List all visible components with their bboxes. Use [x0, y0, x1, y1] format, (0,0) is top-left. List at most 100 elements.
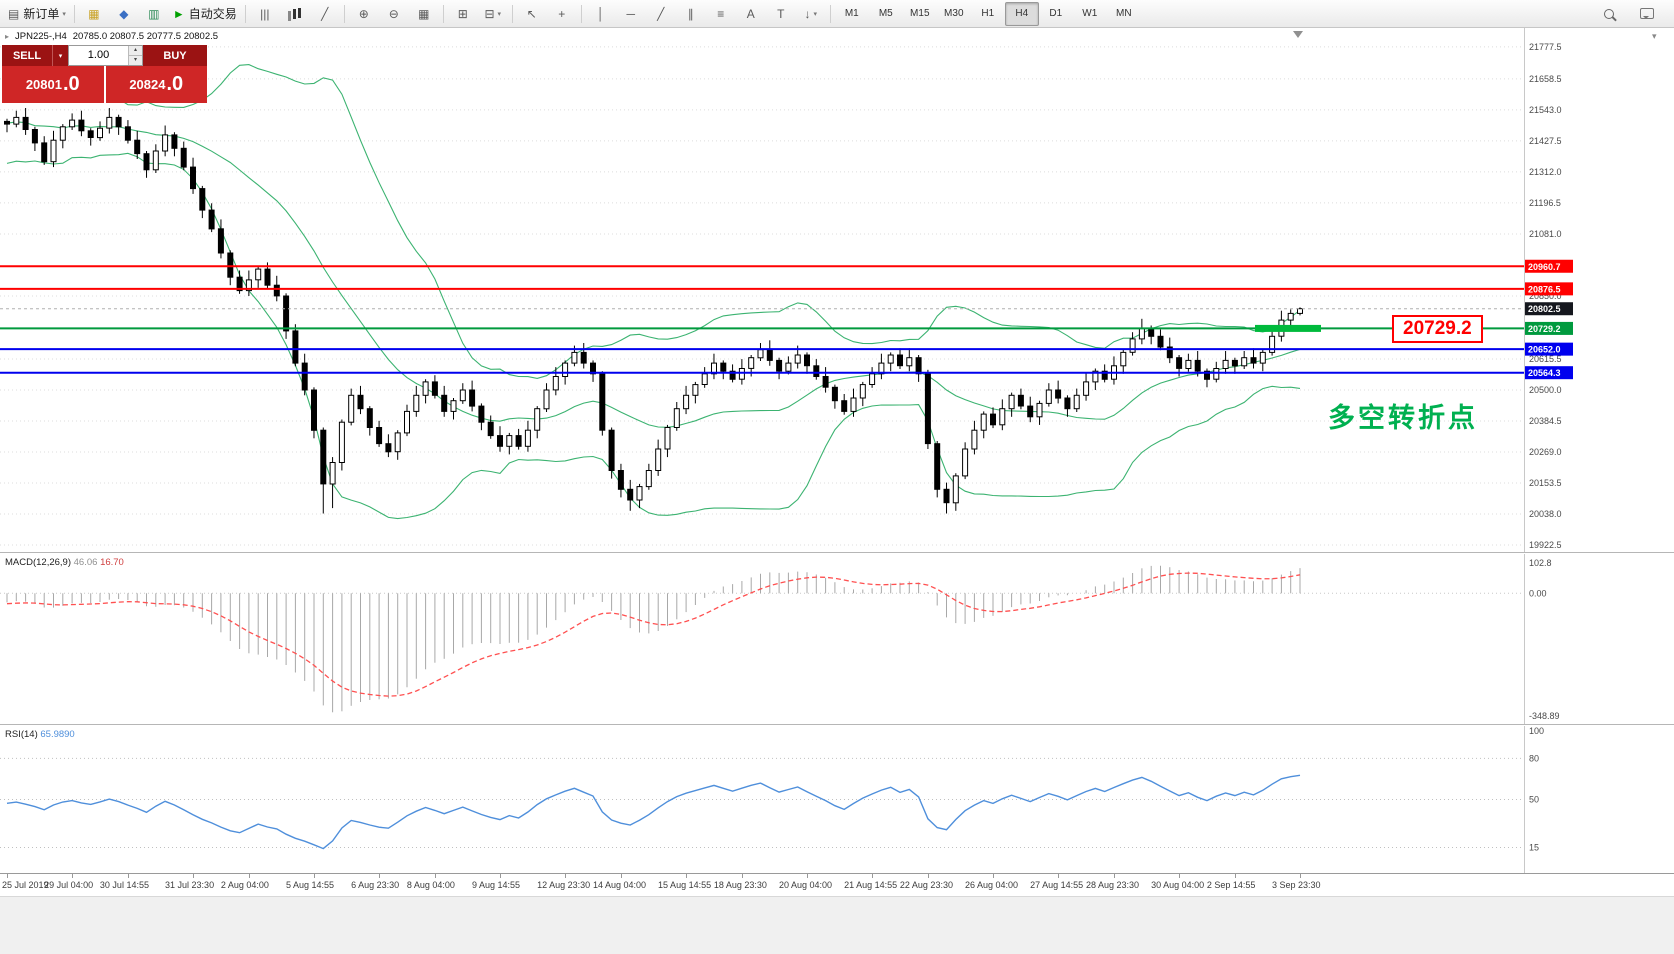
timeframe-mn-button[interactable]: MN — [1107, 2, 1141, 26]
market-watch-button[interactable]: ▦ — [79, 2, 109, 26]
svg-text:20960.7: 20960.7 — [1528, 262, 1561, 272]
vline-icon: │ — [597, 6, 605, 21]
svg-text:21427.5: 21427.5 — [1529, 136, 1562, 146]
time-label: 27 Aug 14:55 — [1030, 880, 1084, 890]
chart-symbol-info: ▸ JPN225-,H4 20785.0 20807.5 20777.5 208… — [5, 31, 218, 42]
time-label: 26 Aug 04:00 — [965, 880, 1019, 890]
cursor-button[interactable]: ↖ — [517, 2, 547, 26]
terminal-button[interactable]: ▥ — [139, 2, 169, 26]
macd-name: MACD(12,26,9) — [5, 557, 71, 568]
timeframe-d1-button[interactable]: D1 — [1039, 2, 1073, 26]
pane-separator[interactable] — [0, 724, 1674, 726]
candles-icon — [293, 8, 297, 19]
grid-button[interactable]: ▦ — [409, 2, 439, 26]
svg-text:20384.5: 20384.5 — [1529, 416, 1562, 426]
text-label-button[interactable]: T — [766, 2, 796, 26]
svg-text:-348.89: -348.89 — [1529, 711, 1560, 721]
timeframe-w1-button[interactable]: W1 — [1073, 2, 1107, 26]
svg-text:20850.0: 20850.0 — [1529, 291, 1562, 301]
pane-separator[interactable] — [0, 552, 1674, 554]
time-tick — [1300, 874, 1301, 878]
price-chart[interactable]: 21777.5 21658.5 21543.0 21427.5 21312.0 21196… — [0, 28, 1674, 552]
crosshair-button[interactable]: + — [547, 2, 577, 26]
svg-text:20652.0: 20652.0 — [1528, 345, 1561, 355]
buy-price[interactable]: 20824.0 — [129, 73, 184, 95]
new-order-button[interactable]: ▤ 新订单 ▾ — [4, 2, 70, 26]
chat-button[interactable] — [1632, 2, 1662, 26]
fibonacci-button[interactable]: ≡ — [706, 2, 736, 26]
timeframe-m5-button[interactable]: M5 — [869, 2, 903, 26]
dropdown-icon: ▾ — [813, 10, 818, 18]
rsi-pane[interactable]: 100 80 50 15 — [0, 726, 1674, 873]
grid-icon: ▦ — [418, 6, 430, 21]
time-axis: 25 Jul 2019 29 Jul 04:00 30 Jul 14:55 31 Ju… — [0, 874, 1674, 896]
sell-button[interactable]: SELL — [2, 45, 52, 66]
arrows-button[interactable]: ↓ ▾ — [796, 2, 826, 26]
time-tick — [500, 874, 501, 878]
sell-price[interactable]: 20801.0 — [2, 66, 106, 103]
svg-text:50: 50 — [1529, 795, 1539, 805]
search-button[interactable] — [1594, 2, 1624, 26]
svg-text:0.00: 0.00 — [1529, 588, 1547, 598]
time-label: 30 Jul 14:55 — [99, 880, 149, 890]
trendline-button[interactable]: ╱ — [646, 2, 676, 26]
svg-text:100: 100 — [1529, 726, 1544, 736]
time-tick — [127, 874, 129, 878]
win-icon: ⊟ — [484, 6, 495, 21]
volume-stepper[interactable]: ▴ ▾ — [128, 46, 142, 65]
timeframe-m15-button[interactable]: M15 — [903, 2, 937, 26]
timeframe-h1-button[interactable]: H1 — [971, 2, 1005, 26]
svg-text:19922.5: 19922.5 — [1529, 540, 1562, 550]
ticket-icon: ▤ — [8, 6, 20, 21]
time-tick — [72, 874, 74, 878]
time-label: 6 Aug 23:30 — [351, 880, 400, 890]
pane-separator[interactable] — [0, 873, 1674, 874]
toolbar: ▤ 新订单 ▾ ▦ ◆ ▥ ► 自动交易 ||| ╱ ⊕ ⊖ ▦ ⊞ ⊟ ▾ ↖ + │ ─ ╱ ∥ ≡ A T ↓ ▾ M1 M5 M1… — [0, 0, 1674, 28]
time-tick — [313, 874, 315, 878]
svg-text:20564.3: 20564.3 — [1528, 368, 1561, 378]
text-icon: A — [746, 6, 755, 21]
new-chart-button[interactable]: ⊟ ▾ — [478, 2, 508, 26]
chinese-annotation[interactable]: 多空转折点 — [1328, 403, 1478, 433]
chart-scroll-marker-icon[interactable]: ▾ — [1652, 31, 1657, 41]
price-annotation[interactable]: 20729.2 — [1392, 315, 1483, 343]
timeframe-m1-button[interactable]: M1 — [835, 2, 869, 26]
svg-text:21312.0: 21312.0 — [1529, 167, 1562, 177]
buy-button[interactable]: BUY — [143, 45, 207, 66]
svg-text:20500.0: 20500.0 — [1529, 385, 1562, 395]
svg-text:21658.5: 21658.5 — [1529, 74, 1562, 84]
line-icon: ╱ — [321, 6, 329, 21]
autotrading-button[interactable]: ► 自动交易 — [169, 2, 241, 26]
tile-windows-button[interactable]: ⊞ — [448, 2, 478, 26]
time-tick — [927, 874, 929, 878]
time-tick — [806, 874, 808, 878]
navigator-button[interactable]: ◆ — [109, 2, 139, 26]
candle-chart-button[interactable] — [280, 2, 310, 26]
rsi-indicator-label: RSI(14) 65.9890 — [5, 729, 75, 740]
panel-collapse-icon[interactable]: ▸ — [5, 32, 10, 41]
channel-button[interactable]: ∥ — [676, 2, 706, 26]
zoom-in-button[interactable]: ⊕ — [349, 2, 379, 26]
timeframe-h4-button[interactable]: H4 — [1004, 1, 1039, 26]
order-type-dropdown[interactable]: ▾ — [52, 45, 68, 66]
button-label: M5 — [878, 8, 893, 19]
chart-window[interactable]: 21777.5 21658.5 21543.0 21427.5 21312.0 21196… — [0, 28, 1674, 954]
line-chart-button[interactable]: ╱ — [310, 2, 340, 26]
bars-icon: ||| — [260, 6, 270, 21]
macd-pane[interactable]: 102.8 0.00 -348.89 — [0, 554, 1674, 724]
hline-icon: ─ — [626, 6, 636, 21]
zoom-out-button[interactable]: ⊖ — [379, 2, 409, 26]
timeframe-m30-button[interactable]: M30 — [937, 2, 971, 26]
market-icon: ▦ — [88, 6, 100, 21]
time-label: 2 Aug 04:00 — [220, 880, 269, 890]
time-label: 28 Aug 23:30 — [1085, 880, 1140, 890]
bar-chart-button[interactable]: ||| — [250, 2, 280, 26]
svg-text:21196.5: 21196.5 — [1529, 198, 1561, 208]
text-button[interactable]: A — [736, 2, 766, 26]
trend-icon: ╱ — [657, 6, 665, 21]
search-icon — [1604, 8, 1614, 19]
vertical-line-button[interactable]: │ — [586, 2, 616, 26]
time-label: 29 Jul 04:00 — [44, 880, 94, 890]
volume-input[interactable]: 1.00 ▴ ▾ — [68, 45, 143, 66]
horizontal-line-button[interactable]: ─ — [616, 2, 646, 26]
